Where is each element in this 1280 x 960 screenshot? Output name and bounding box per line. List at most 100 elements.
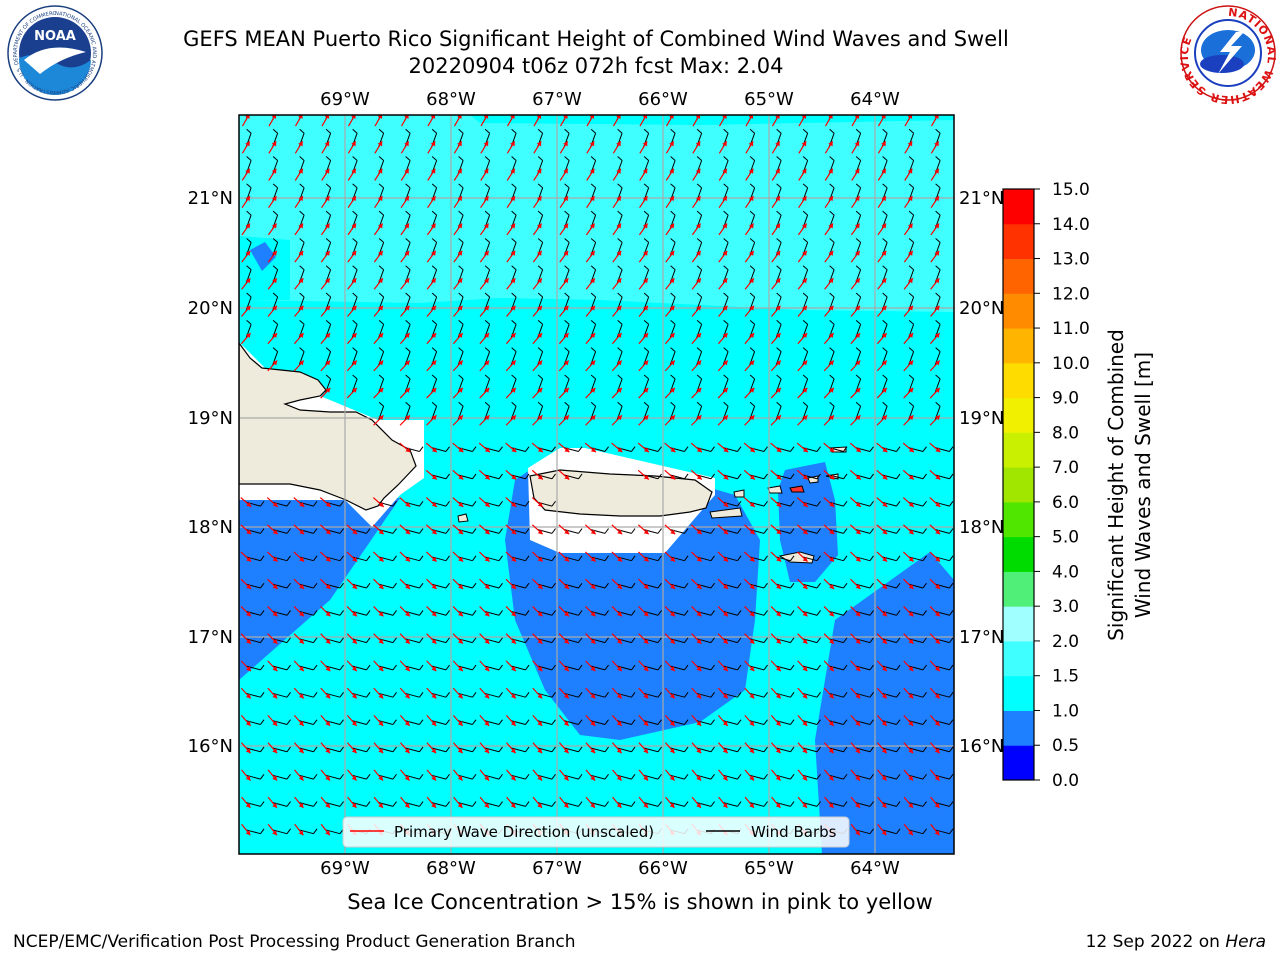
wave-direction-arrow [425,524,438,535]
wave-direction-arrow [373,633,384,645]
wave-direction-arrow-head [696,693,702,699]
wind-barb-flag [790,692,795,698]
wind-barb [908,210,915,230]
wind-barb-flag [564,292,570,298]
wind-barb [431,401,438,421]
wind-barb-staff [802,747,818,753]
wave-direction-arrow [876,524,888,535]
wave-direction-arrow-head [484,387,490,393]
wave-direction-arrow-head [537,474,543,480]
wind-barb-staff [802,720,818,725]
wind-barb-staff [537,406,544,421]
wind-barb-flag [763,500,768,507]
wave-direction-arrow-head [828,141,833,147]
wave-direction-arrow-head [749,305,754,311]
wind-barb-flag [525,528,530,534]
wind-barb-flag [378,401,384,407]
wind-barb-staff [722,242,729,257]
wind-barb-staff [934,829,950,835]
wind-barb-staff [855,774,871,780]
wave-direction-arrow-head [378,250,383,256]
wind-barb-staff [828,720,844,725]
wind-barb-flag [830,102,835,106]
wave-direction-arrow [638,714,649,727]
wind-barb-flag [537,319,543,325]
wave-direction-arrow [929,660,941,672]
wind-barb-flag [617,347,623,352]
wave-direction-arrow [612,250,622,263]
chart-subtitle: 20220904 t06z 072h fcst Max: 2.04 [408,54,784,78]
wind-barb-flag [378,374,384,380]
wave-direction-arrow-head [616,278,622,284]
wind-barb-flag [684,664,689,671]
wind-barb [272,183,279,203]
wave-direction-arrow-head [855,278,860,284]
wind-barb-staff [908,583,924,589]
wind-barb [802,582,821,589]
wave-direction-arrow [452,687,464,699]
wind-barb [537,319,544,339]
wave-direction-arrow-head [881,720,887,726]
wave-direction-arrow [770,606,782,617]
wind-barb-staff [616,802,632,807]
wind-barb-flag [484,128,490,134]
wave-direction-arrow [824,277,834,290]
wind-barb-flag [286,773,291,780]
wave-direction-arrow-head [696,278,701,284]
wind-barb-staff [298,583,314,589]
wind-barb-staff [881,665,897,671]
wave-direction-arrow [611,687,623,699]
wind-barb-flag [631,773,636,780]
wind-barb [855,528,874,534]
wind-barb [298,319,305,339]
wind-barb-staff [802,638,818,644]
wind-barb-flag [696,265,702,271]
wave-direction-arrow [691,223,702,236]
wind-barb [404,746,424,753]
wind-barb [351,719,371,725]
wind-barb-flag [378,183,384,189]
wind-barb-staff [298,324,305,339]
wave-direction-arrow [612,195,622,209]
wind-barb [325,664,344,671]
wind-barb [749,719,768,725]
wind-barb [616,692,636,698]
wind-barb-flag [405,238,411,243]
wind-barb [245,637,265,644]
wind-barb [881,528,901,534]
wave-direction-arrow-head [272,305,277,311]
wind-barb-flag [657,446,662,452]
wind-barb [537,637,556,644]
wave-direction-arrow-head [351,748,357,754]
wind-barb-staff [457,406,464,421]
wind-barb [484,610,503,616]
wind-barb-flag [537,183,543,189]
wind-barb-flag [431,347,437,352]
wave-direction-arrow-head [775,223,781,229]
wave-direction-arrow-head [748,196,754,202]
wind-barb-flag [710,746,715,753]
wind-barb-flag [445,473,450,480]
wind-barb [643,664,662,671]
wave-direction-arrow [267,687,278,699]
wave-direction-arrow [480,141,489,154]
wind-barb-staff [272,638,288,644]
wind-barb-staff [457,665,473,671]
wave-direction-arrow-head [352,611,357,617]
wind-barb-staff [404,351,411,366]
wind-barb [484,473,503,480]
wind-barb [245,500,265,507]
wind-barb [669,773,689,780]
wave-direction-arrow-head [404,666,410,672]
wind-barb [431,637,450,644]
wind-barb-staff [378,351,385,366]
wave-direction-arrow-head [431,666,437,672]
wave-direction-arrow-head [351,720,357,726]
wind-barb [828,528,848,534]
wave-direction-arrow [904,168,913,181]
wave-direction-arrow-head [695,196,701,202]
wind-barb [537,401,544,421]
wave-direction-arrow [876,414,888,426]
wave-direction-arrow [241,168,251,181]
wind-barb-flag [431,265,437,271]
